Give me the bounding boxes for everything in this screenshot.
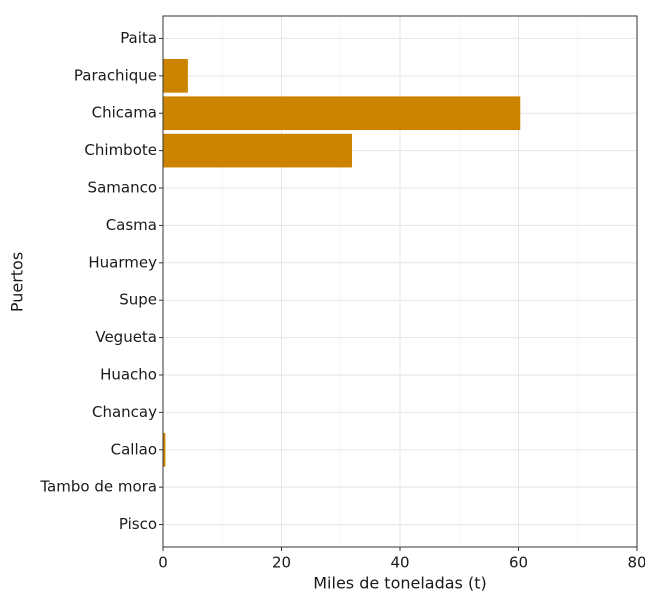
x-axis-title: Miles de toneladas (t) <box>313 574 486 593</box>
y-tick-label: Supe <box>119 291 157 309</box>
y-tick-label: Paita <box>120 29 157 47</box>
y-tick-label: Callao <box>111 440 157 458</box>
y-tick-label: Vegueta <box>95 328 157 346</box>
x-tick-label: 0 <box>158 554 168 572</box>
bar <box>163 133 353 168</box>
y-tick-label: Casma <box>106 216 157 234</box>
y-tick-label: Parachique <box>74 66 157 84</box>
x-tick-label: 60 <box>509 554 528 572</box>
bar <box>163 96 521 131</box>
y-tick-label: Samanco <box>88 179 157 197</box>
y-tick-label: Huarmey <box>88 253 157 271</box>
bar <box>163 59 188 93</box>
x-tick-label: 80 <box>627 554 645 572</box>
y-tick-label: Chimbote <box>84 141 157 159</box>
y-tick-label: Chancay <box>92 403 157 421</box>
panel-border <box>162 15 638 548</box>
x-tick-label: 40 <box>390 554 409 572</box>
bar <box>163 432 166 467</box>
y-tick-label: Huacho <box>100 365 157 383</box>
y-axis-title: Puertos <box>8 252 27 312</box>
y-tick-label: Chicama <box>92 104 157 122</box>
y-tick-label: Pisco <box>119 515 157 533</box>
x-tick-label: 20 <box>272 554 291 572</box>
y-tick-label: Tambo de mora <box>39 478 157 496</box>
